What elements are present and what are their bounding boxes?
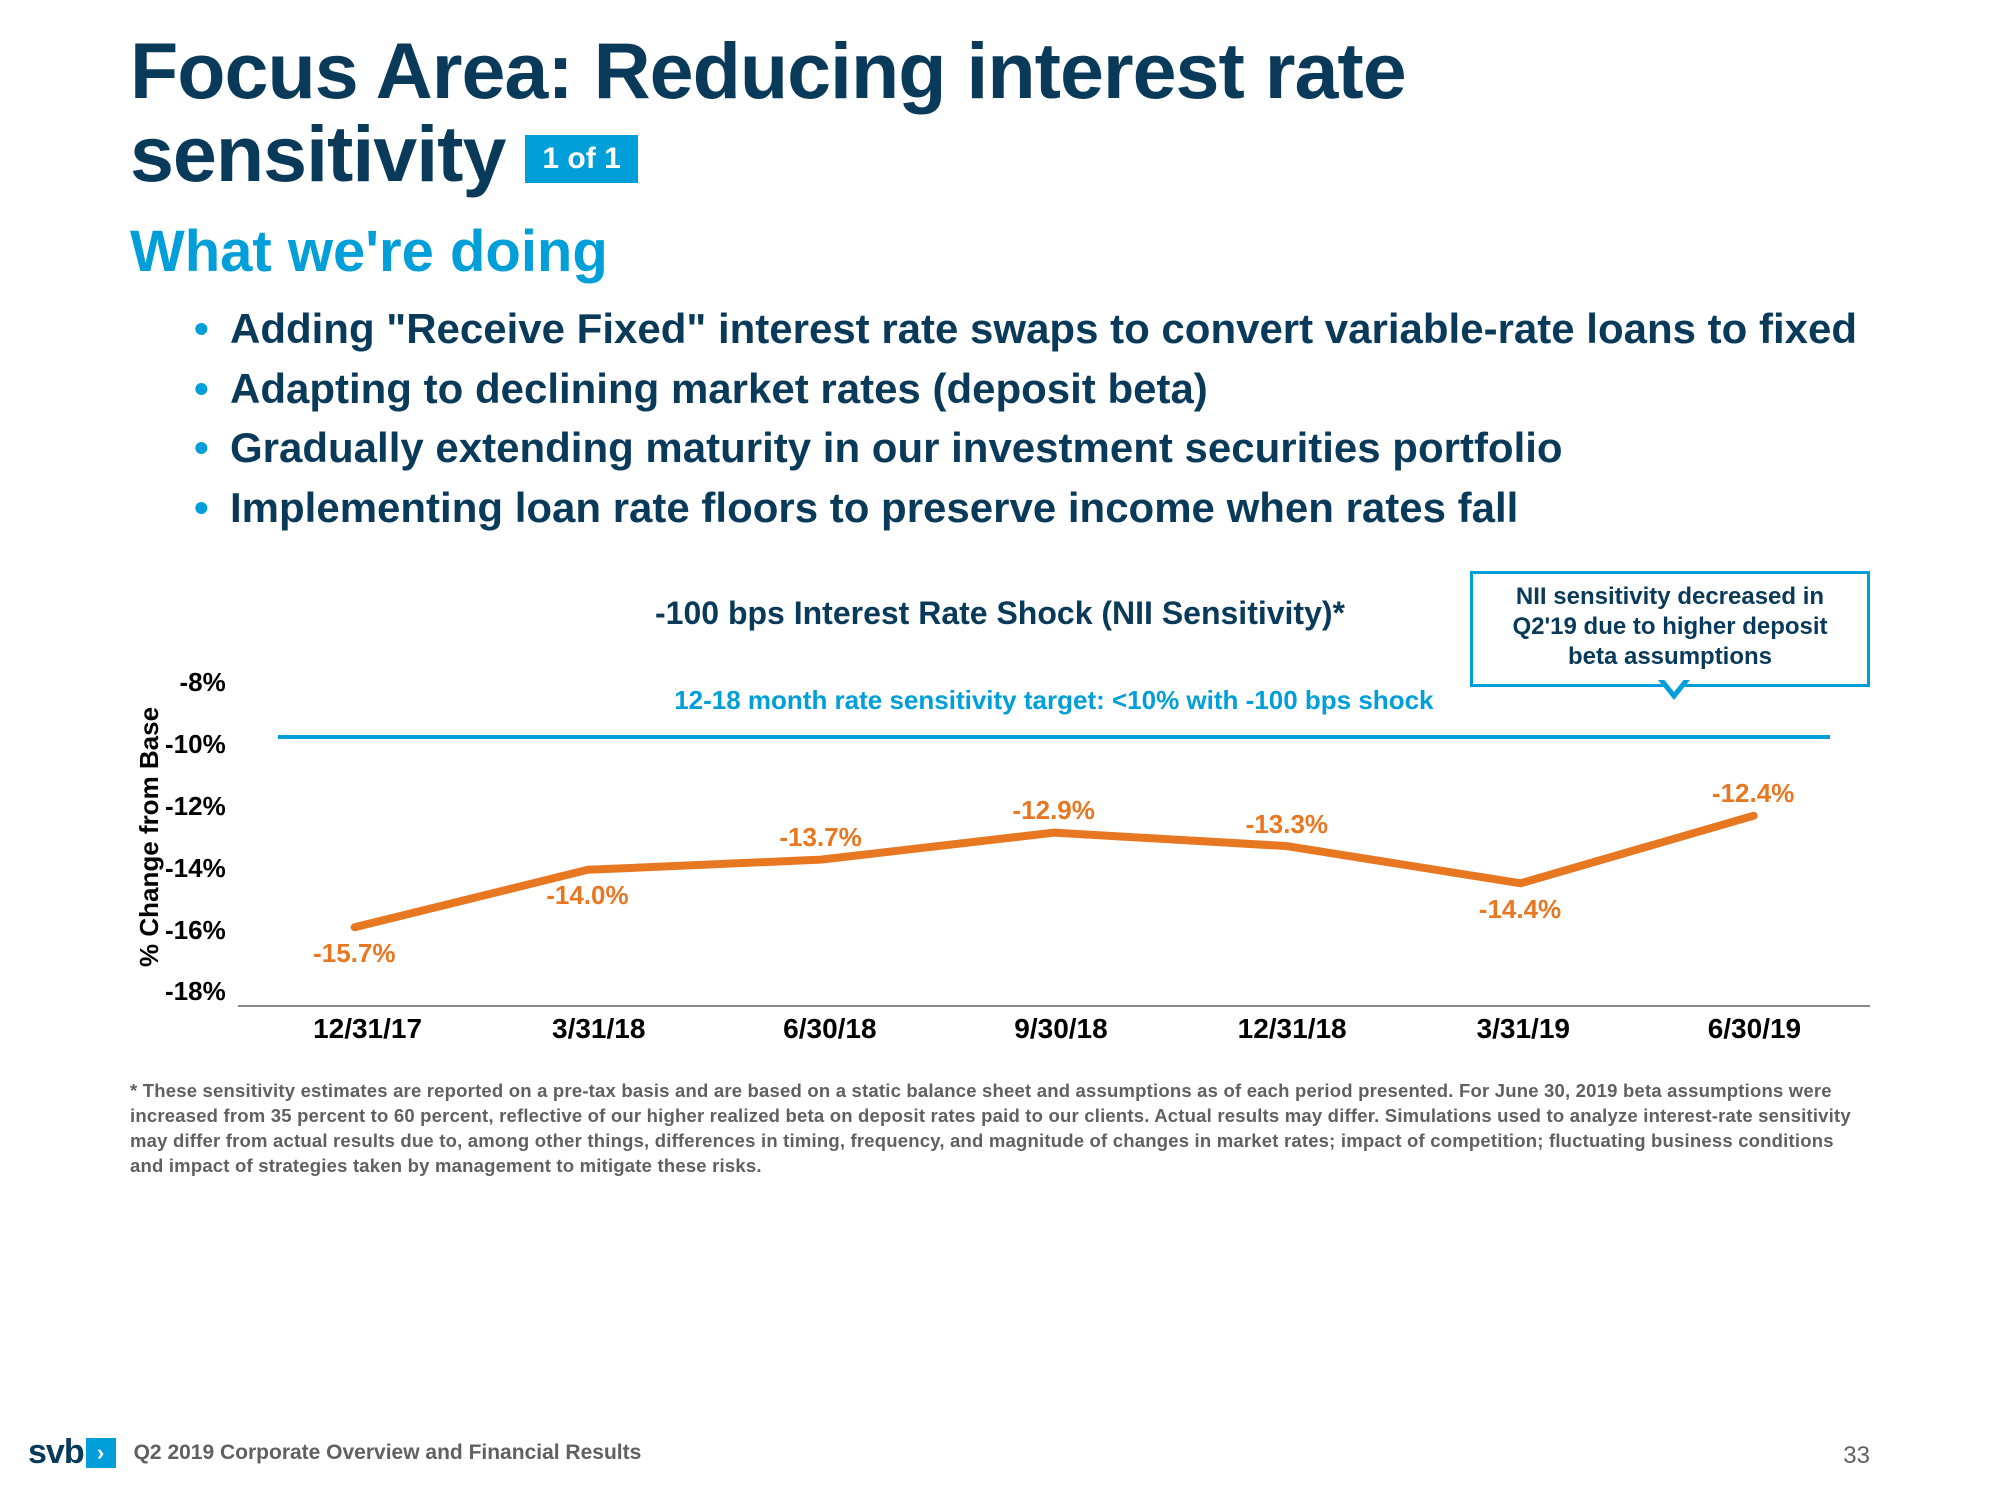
slide-title-line2: sensitivity (130, 113, 505, 196)
y-axis-label: % Change from Base (130, 677, 165, 997)
y-tick: -16% (165, 915, 226, 946)
x-axis-ticks: 12/31/17 3/31/18 6/30/18 9/30/18 12/31/1… (252, 1013, 1870, 1045)
bullet-list: Adding "Receive Fixed" interest rate swa… (194, 299, 1870, 538)
line-chart-svg (238, 667, 1870, 1005)
footnote-text: * These sensitivity estimates are report… (130, 1079, 1870, 1179)
bullet-item: Gradually extending maturity in our inve… (194, 418, 1870, 478)
y-tick: -8% (165, 667, 226, 698)
data-point-label: -14.4% (1479, 894, 1561, 925)
page-number: 33 (1843, 1442, 1870, 1470)
chart-plot-area: 12-18 month rate sensitivity target: <10… (238, 667, 1870, 1007)
footer-caption: Q2 2019 Corporate Overview and Financial… (134, 1441, 642, 1465)
data-point-label: -13.3% (1246, 809, 1328, 840)
section-subtitle: What we're doing (130, 218, 1870, 285)
x-tick: 9/30/18 (945, 1013, 1176, 1045)
svb-logo: svb › (28, 1433, 116, 1472)
x-tick: 3/31/18 (483, 1013, 714, 1045)
data-point-label: -12.4% (1712, 778, 1794, 809)
data-point-label: -13.7% (779, 822, 861, 853)
y-tick: -12% (165, 791, 226, 822)
data-point-label: -12.9% (1013, 795, 1095, 826)
x-tick: 3/31/19 (1408, 1013, 1639, 1045)
x-tick: 12/31/17 (252, 1013, 483, 1045)
slide-footer: svb › Q2 2019 Corporate Overview and Fin… (28, 1433, 641, 1472)
x-tick: 6/30/19 (1639, 1013, 1870, 1045)
data-point-label: -14.0% (546, 880, 628, 911)
y-axis-ticks: -8% -10% -12% -14% -16% -18% (165, 667, 238, 1007)
chevron-right-icon: › (86, 1438, 116, 1468)
y-tick: -18% (165, 976, 226, 1007)
slide-title-line1: Focus Area: Reducing interest rate (130, 30, 1870, 113)
target-line-label: 12-18 month rate sensitivity target: <10… (674, 685, 1433, 716)
chart-title: -100 bps Interest Rate Shock (NII Sensit… (655, 595, 1345, 632)
bullet-item: Implementing loan rate floors to preserv… (194, 478, 1870, 538)
y-tick: -10% (165, 729, 226, 760)
x-tick: 6/30/18 (714, 1013, 945, 1045)
logo-text: svb (28, 1433, 84, 1472)
x-tick: 12/31/18 (1177, 1013, 1408, 1045)
chart-container: -100 bps Interest Rate Shock (NII Sensit… (130, 577, 1870, 1045)
bullet-item: Adapting to declining market rates (depo… (194, 359, 1870, 419)
page-badge: 1 of 1 (525, 135, 637, 183)
y-tick: -14% (165, 853, 226, 884)
bullet-item: Adding "Receive Fixed" interest rate swa… (194, 299, 1870, 359)
data-point-label: -15.7% (313, 938, 395, 969)
